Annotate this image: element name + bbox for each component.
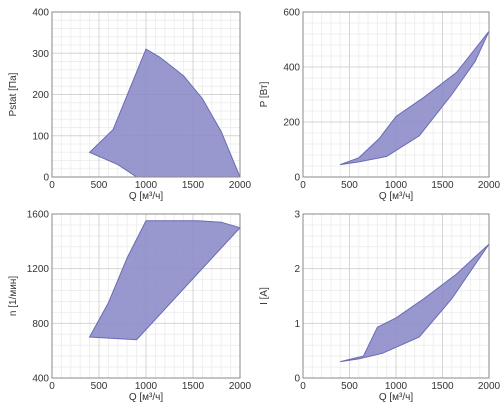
x-tick-label: 2000 [229, 180, 252, 191]
x-tick-label: 1000 [385, 180, 408, 191]
x-axis-label: Q [м³/ч] [129, 191, 164, 202]
plot-frame [51, 11, 241, 178]
y-tick-label: 100 [32, 131, 49, 142]
plot-frame [302, 213, 490, 379]
y-tick-label: 400 [32, 8, 49, 19]
y-tick-label: 600 [283, 8, 300, 19]
chart-panel-3: 0 500 1000 1500 2000 400 800 1200 1600 Q [м³/ч] n … [8, 210, 252, 404]
x-tick-label: 1000 [135, 381, 158, 392]
y-tick-label: 1 [294, 319, 300, 330]
y-tick-label: 3 [294, 210, 300, 221]
operating-area [340, 243, 490, 363]
plot-frame [302, 11, 490, 178]
x-tick-label: 500 [341, 180, 358, 191]
plot-frame [51, 213, 241, 379]
chart-panel-4: 0 500 1000 1500 2000 0 1 2 3 Q [м³/ч] I [А] [259, 210, 501, 404]
y-tick-label: 1600 [27, 210, 50, 221]
x-axis-label: Q [м³/ч] [379, 392, 414, 403]
x-tick-label: 0 [49, 180, 55, 191]
y-axis-label: n [1/мин] [8, 276, 19, 316]
x-tick-label: 0 [49, 381, 55, 392]
x-tick-label: 500 [91, 180, 108, 191]
x-tick-label: 1500 [182, 180, 205, 191]
x-tick-label: 500 [91, 381, 108, 392]
y-tick-label: 2 [294, 264, 300, 275]
x-tick-label: 1500 [431, 180, 454, 191]
x-tick-label: 1500 [182, 381, 205, 392]
y-axis-label: P [Вт] [259, 81, 270, 107]
x-tick-label: 2000 [229, 381, 252, 392]
x-tick-label: 0 [300, 381, 306, 392]
y-tick-label: 200 [283, 118, 300, 129]
x-axis-label: Q [м³/ч] [379, 191, 414, 202]
y-tick-label: 300 [32, 49, 49, 60]
operating-area [88, 48, 241, 178]
operating-area [88, 220, 241, 341]
x-axis-label: Q [м³/ч] [129, 392, 164, 403]
x-tick-label: 1000 [385, 381, 408, 392]
chart-panel-2: 0 500 1000 1500 2000 0 200 400 600 Q [м³/ч] P [Вт] [259, 8, 501, 203]
x-tick-label: 2000 [478, 180, 501, 191]
y-tick-label: 0 [294, 374, 300, 385]
y-axis-label: I [А] [259, 287, 270, 305]
y-tick-label: 800 [32, 319, 49, 330]
y-tick-label: 1200 [27, 264, 50, 275]
y-axis-label: Pstat [Па] [8, 72, 19, 116]
y-tick-label: 400 [283, 63, 300, 74]
y-tick-label: 200 [32, 90, 49, 101]
x-tick-label: 0 [300, 180, 306, 191]
y-tick-label: 0 [294, 173, 300, 184]
y-tick-label: 0 [43, 173, 49, 184]
x-tick-label: 1500 [431, 381, 454, 392]
x-tick-label: 1000 [135, 180, 158, 191]
chart-panel-1: 0 500 1000 1500 2000 0 100 200 300 400 Q [м³/ч] Pst… [8, 8, 252, 203]
x-tick-label: 500 [341, 381, 358, 392]
x-tick-label: 2000 [478, 381, 501, 392]
y-tick-label: 400 [32, 374, 49, 385]
